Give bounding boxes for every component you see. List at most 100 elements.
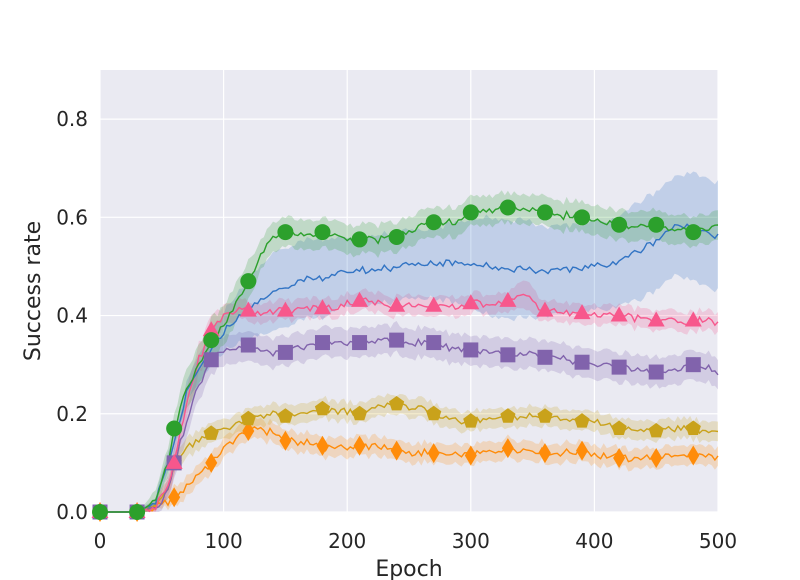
x-tick-label: 100 xyxy=(205,529,243,553)
y-tick-label: 0.8 xyxy=(56,107,88,131)
pink-triangle-band xyxy=(100,280,718,512)
gold-pentagon-marker xyxy=(648,423,664,438)
blue-line xyxy=(100,223,719,513)
gold-pentagon-marker xyxy=(426,405,442,421)
orange-diamond-marker xyxy=(205,452,218,473)
pink-triangle-marker xyxy=(313,299,331,315)
pink-triangle-marker xyxy=(573,304,591,320)
gold-pentagon-marker xyxy=(500,408,516,423)
pink-triangle-marker xyxy=(462,294,480,310)
orange-diamond-marker xyxy=(168,487,181,508)
x-tick-label: 0 xyxy=(94,529,107,553)
purple-square-marker xyxy=(389,332,405,348)
purple-square-marker xyxy=(426,335,442,351)
green-circle-marker xyxy=(462,204,479,221)
pink-triangle-marker xyxy=(276,301,294,317)
orange-diamond-marker xyxy=(427,443,440,464)
orange-diamond-line xyxy=(100,426,719,513)
purple-square-marker xyxy=(500,347,516,363)
y-tick-label: 0.6 xyxy=(56,205,88,229)
pink-triangle-marker xyxy=(202,321,220,337)
purple-square-band xyxy=(100,321,718,512)
orange-diamond-marker xyxy=(650,447,663,468)
purple-square-marker xyxy=(277,344,293,360)
blue-band xyxy=(100,171,718,512)
x-tick-label: 200 xyxy=(328,529,366,553)
pink-triangle-marker xyxy=(684,311,702,327)
pink-triangle-marker xyxy=(425,296,443,312)
orange-diamond-marker xyxy=(613,447,626,468)
green-circle-marker xyxy=(166,420,183,437)
orange-diamond-marker xyxy=(279,430,292,451)
y-axis-label: Success rate xyxy=(21,221,46,361)
gold-pentagon-marker xyxy=(277,408,293,423)
green-circle-marker xyxy=(277,224,294,241)
y-tick-label: 0.2 xyxy=(56,402,88,426)
pink-triangle-marker xyxy=(647,311,665,327)
orange-diamond-marker xyxy=(316,435,329,456)
green-circle-marker xyxy=(536,204,553,221)
green-circle-marker xyxy=(499,199,516,216)
gold-pentagon-marker xyxy=(203,425,219,440)
purple-square-marker xyxy=(314,335,330,351)
gold-pentagon-marker xyxy=(611,420,627,435)
grid xyxy=(99,70,719,513)
gold-pentagon-marker xyxy=(389,396,405,411)
purple-square-marker xyxy=(574,354,590,370)
gold-pentagon-band xyxy=(100,393,718,512)
y-tick-label: 0.0 xyxy=(56,500,88,524)
x-tick-labels: 0 100 200 300 400 500 xyxy=(94,529,737,553)
purple-square-marker xyxy=(685,357,701,373)
purple-square-marker xyxy=(611,359,627,375)
green-circle-marker xyxy=(574,209,591,226)
plot-background xyxy=(100,70,718,512)
green-circle-marker xyxy=(388,228,405,245)
orange-diamond-marker xyxy=(538,443,551,464)
x-tick-label: 500 xyxy=(699,529,737,553)
y-tick-labels: 0.0 0.2 0.4 0.6 0.8 xyxy=(56,107,88,524)
purple-square-marker xyxy=(352,335,368,351)
green-circle-marker xyxy=(314,224,331,241)
green-circle-marker xyxy=(425,214,442,231)
pink-triangle-marker xyxy=(239,301,257,317)
pink-triangle-marker xyxy=(388,296,406,312)
y-tick-label: 0.4 xyxy=(56,304,88,328)
orange-diamond-marker xyxy=(687,445,700,466)
green-circle-marker xyxy=(203,332,220,349)
gold-pentagon-marker xyxy=(352,405,368,421)
green-circle-marker xyxy=(611,216,628,233)
green-circle-marker xyxy=(129,504,146,520)
gold-pentagon-marker xyxy=(463,413,479,428)
orange-diamond-marker xyxy=(501,438,514,459)
pink-triangle-marker xyxy=(499,291,517,307)
gold-pentagon-marker xyxy=(240,410,256,426)
orange-diamond-marker xyxy=(464,445,477,466)
x-tick-label: 400 xyxy=(575,529,613,553)
pink-triangle-marker xyxy=(165,453,183,469)
purple-square-marker xyxy=(537,349,553,365)
pink-triangle-marker xyxy=(351,291,369,307)
series-markers xyxy=(91,199,702,522)
gold-pentagon-marker xyxy=(574,413,590,428)
gold-pentagon-marker xyxy=(314,400,331,416)
purple-square-marker xyxy=(648,364,664,380)
green-circle-marker xyxy=(685,224,702,241)
purple-square-marker xyxy=(240,337,256,353)
orange-diamond-marker xyxy=(242,420,255,441)
green-circle-marker xyxy=(240,273,257,290)
orange-diamond-marker xyxy=(390,440,403,461)
orange-diamond-marker xyxy=(576,440,589,461)
gold-pentagon-marker xyxy=(685,420,701,435)
x-axis-label: Epoch xyxy=(375,557,442,580)
green-circle-marker xyxy=(648,216,665,233)
orange-diamond-marker xyxy=(353,435,366,456)
pink-triangle-marker xyxy=(610,306,628,322)
purple-square-marker xyxy=(203,352,219,368)
gold-pentagon-marker xyxy=(537,408,553,423)
x-tick-label: 300 xyxy=(452,529,490,553)
pink-triangle-marker xyxy=(536,301,554,317)
green-circle-marker xyxy=(351,231,368,248)
green-circle-marker xyxy=(92,504,108,520)
purple-square-marker xyxy=(463,342,479,358)
